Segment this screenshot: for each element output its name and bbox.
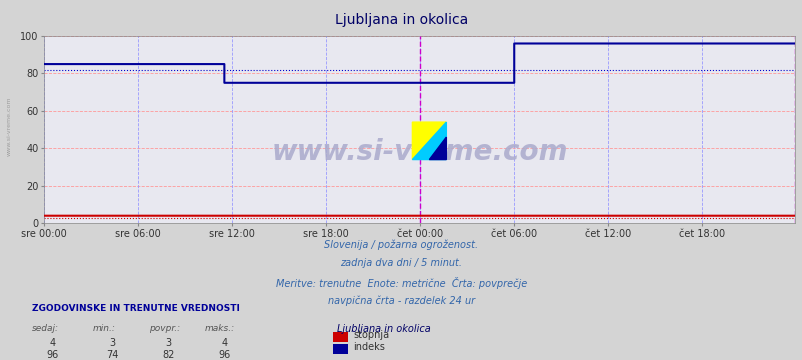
Text: maks.:: maks.: xyxy=(205,324,235,333)
Text: Slovenija / požarna ogroženost.: Slovenija / požarna ogroženost. xyxy=(324,239,478,250)
Polygon shape xyxy=(412,122,446,159)
Text: navpična črta - razdelek 24 ur: navpična črta - razdelek 24 ur xyxy=(327,296,475,306)
Text: Ljubljana in okolica: Ljubljana in okolica xyxy=(337,324,431,334)
Text: 74: 74 xyxy=(106,350,119,360)
Text: 3: 3 xyxy=(109,338,115,348)
Text: stopnja: stopnja xyxy=(353,330,389,340)
Text: 4: 4 xyxy=(221,338,228,348)
Text: 82: 82 xyxy=(162,350,175,360)
Text: sedaj:: sedaj: xyxy=(32,324,59,333)
Text: 96: 96 xyxy=(46,350,59,360)
Text: www.si-vreme.com: www.si-vreme.com xyxy=(271,138,567,166)
Text: 4: 4 xyxy=(49,338,55,348)
Text: indeks: indeks xyxy=(353,342,385,352)
Text: 96: 96 xyxy=(218,350,231,360)
Text: Ljubljana in okolica: Ljubljana in okolica xyxy=(334,13,468,27)
Text: povpr.:: povpr.: xyxy=(148,324,180,333)
Text: min.:: min.: xyxy=(92,324,115,333)
Text: ZGODOVINSKE IN TRENUTNE VREDNOSTI: ZGODOVINSKE IN TRENUTNE VREDNOSTI xyxy=(32,304,240,313)
Text: zadnja dva dni / 5 minut.: zadnja dva dni / 5 minut. xyxy=(340,258,462,268)
Text: www.si-vreme.com: www.si-vreme.com xyxy=(6,96,11,156)
Text: 3: 3 xyxy=(165,338,172,348)
Polygon shape xyxy=(412,122,446,159)
Text: Meritve: trenutne  Enote: metrične  Črta: povprečje: Meritve: trenutne Enote: metrične Črta: … xyxy=(276,277,526,289)
Polygon shape xyxy=(429,137,446,159)
